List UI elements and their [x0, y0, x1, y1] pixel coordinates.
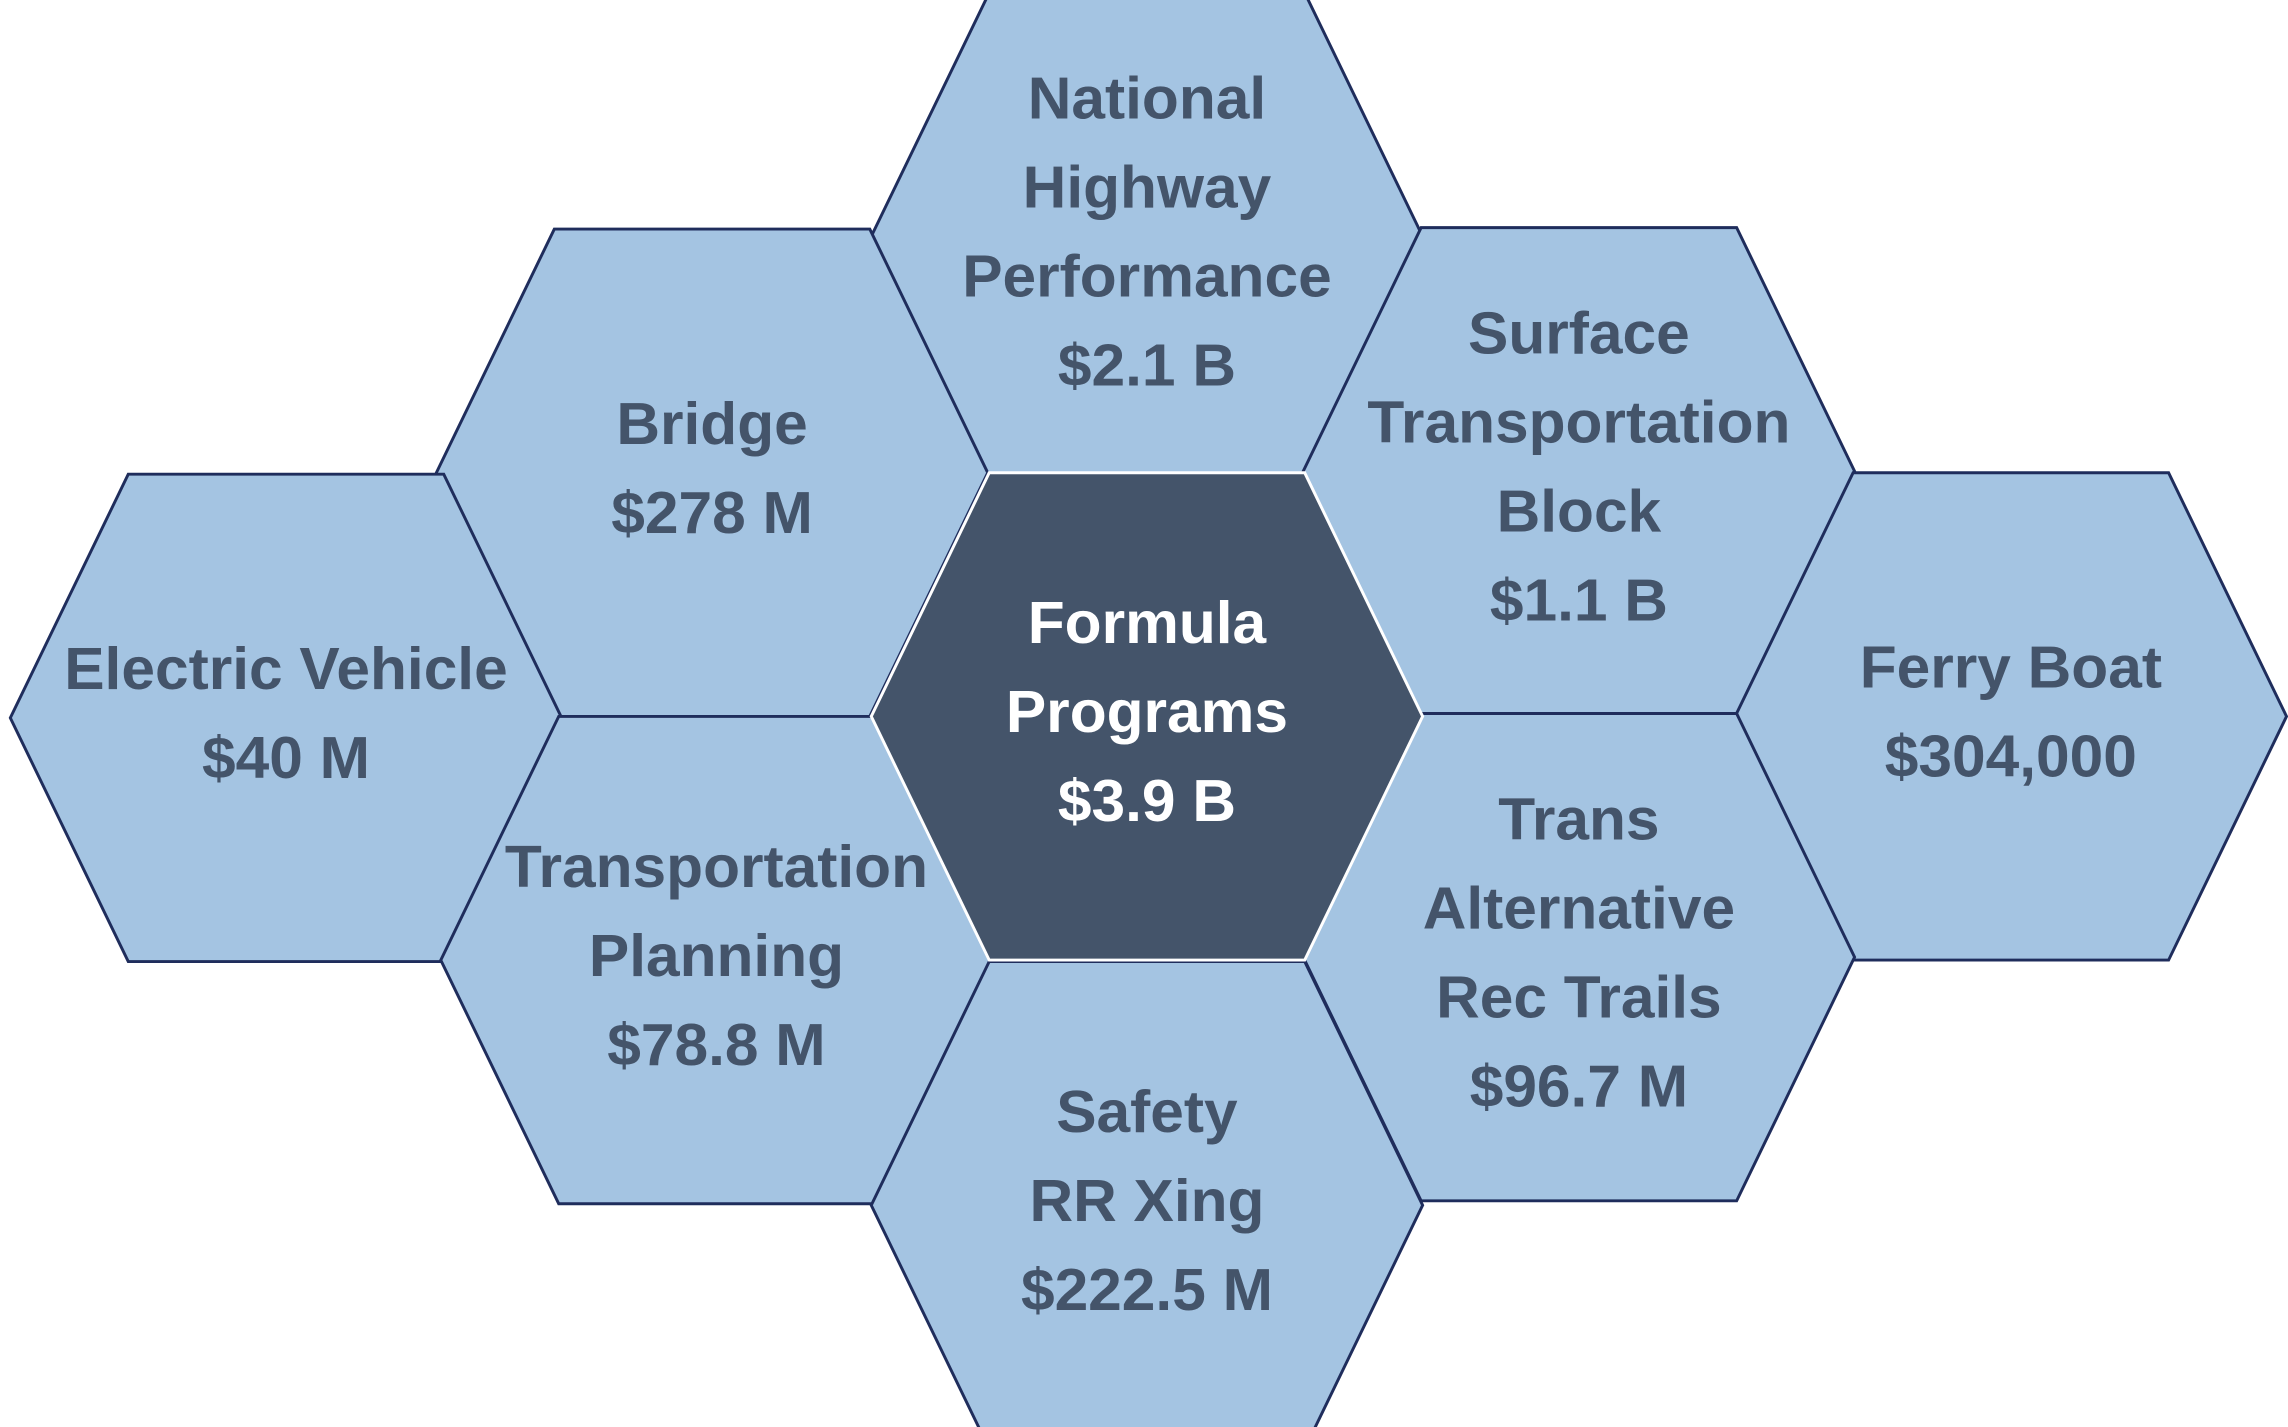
hexagon: [869, 471, 1425, 962]
amount-label: $278 M: [611, 479, 813, 546]
name-label: Transportation: [1367, 389, 1790, 456]
name-label: Planning: [589, 922, 844, 989]
name-label: Transportation: [505, 833, 928, 900]
name-label: Formula: [1028, 590, 1267, 657]
name-label: Highway: [1023, 154, 1272, 221]
name-label: Rec Trails: [1436, 964, 1722, 1031]
name-label: Surface: [1468, 300, 1690, 367]
amount-label: $3.9 B: [1058, 768, 1236, 835]
name-label: Ferry Boat: [1860, 634, 2162, 701]
name-label: Block: [1497, 478, 1662, 545]
name-label: Safety: [1056, 1078, 1238, 1145]
name-label: Electric Vehicle: [64, 635, 507, 702]
name-label: RR Xing: [1029, 1167, 1264, 1234]
name-label: Bridge: [616, 390, 807, 457]
name-label: Alternative: [1423, 875, 1735, 942]
name-label: Programs: [1006, 679, 1288, 746]
amount-label: $2.1 B: [1058, 332, 1236, 399]
name-label: Performance: [962, 243, 1331, 310]
amount-label: $40 M: [202, 724, 370, 791]
amount-label: $1.1 B: [1490, 567, 1668, 634]
amount-label: $96.7 M: [1470, 1053, 1688, 1120]
name-label: National: [1028, 65, 1266, 132]
amount-label: $78.8 M: [607, 1011, 825, 1078]
name-label: Trans: [1498, 786, 1659, 853]
amount-label: $304,000: [1885, 723, 2137, 790]
amount-label: $222.5 M: [1021, 1256, 1273, 1323]
